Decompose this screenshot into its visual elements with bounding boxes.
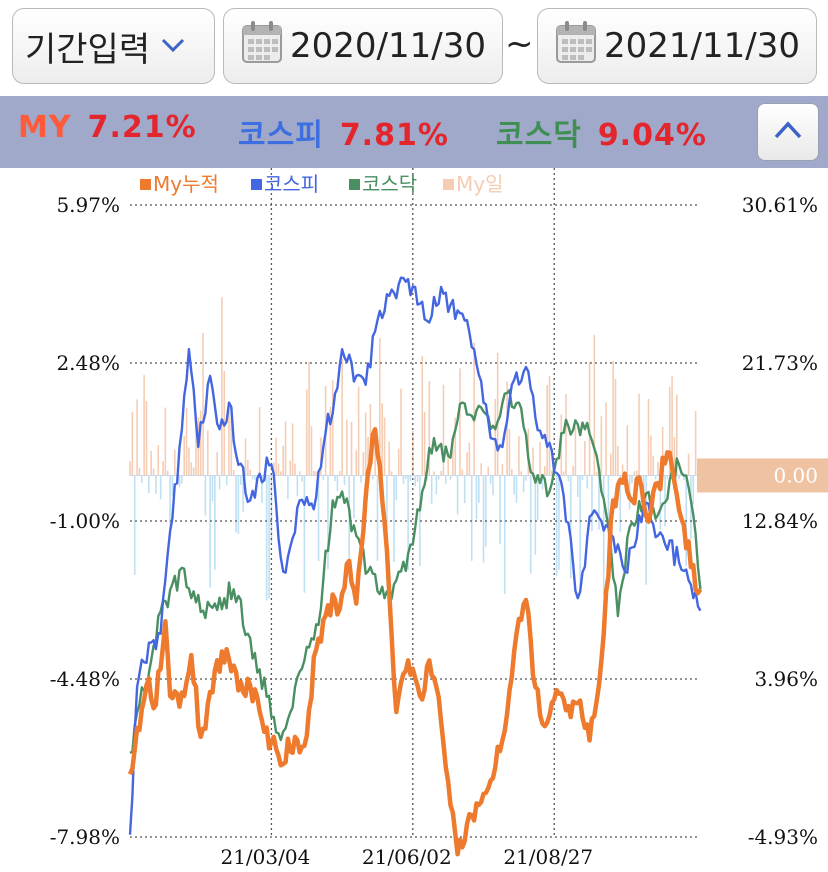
left-axis-tick: -1.00% (50, 509, 120, 533)
legend-swatch-my-daily (443, 179, 454, 190)
start-date-button[interactable]: 2020/11/30 (223, 8, 503, 84)
summary-my-label: MY (18, 110, 72, 145)
right-axis-tick: 12.84% (742, 509, 818, 533)
summary-kospi-value: 7.81% (339, 118, 449, 153)
calendar-icon (554, 19, 598, 74)
summary-kosdaq-value: 9.04% (597, 118, 707, 153)
left-axis-tick: 2.48% (56, 351, 120, 375)
axis-labels: 5.97% 2.48% -1.00% -4.48% -7.98% 30.61% 21.73%… (50, 193, 828, 869)
right-axis-tick: 3.96% (754, 667, 818, 691)
date-range-bar: 기간입력 2020/11/30 ~ (0, 0, 828, 96)
chevron-up-icon (773, 120, 803, 144)
legend-my-daily: My일 (456, 172, 504, 196)
legend: My누적 코스피 코스닥 My일 (140, 172, 504, 196)
calendar-icon (240, 19, 284, 74)
kosdaq-line (129, 388, 702, 754)
collapse-button[interactable] (757, 103, 819, 161)
right-axis-tick: 30.61% (742, 193, 818, 217)
x-axis-tick: 21/08/27 (503, 845, 593, 869)
summary-kospi: 코스피 7.81% (238, 110, 449, 154)
x-axis-tick: 21/06/02 (362, 845, 452, 869)
left-axis-tick: -7.98% (50, 825, 120, 849)
legend-swatch-kospi (251, 179, 262, 190)
legend-kospi: 코스피 (264, 172, 319, 196)
start-date-value: 2020/11/30 (290, 26, 486, 66)
period-dropdown[interactable]: 기간입력 (12, 8, 215, 84)
chart-grid (130, 168, 698, 838)
returns-chart: 5.97% 2.48% -1.00% -4.48% -7.98% 30.61% 21.73%… (50, 168, 828, 869)
zero-badge (697, 458, 828, 493)
end-date-value: 2021/11/30 (604, 26, 800, 66)
series-lines (127, 276, 703, 857)
legend-kosdaq: 코스닥 (362, 172, 417, 196)
summary-kosdaq-label: 코스닥 (496, 118, 582, 153)
legend-swatch-kosdaq (349, 179, 360, 190)
legend-swatch-my-cum (140, 179, 151, 190)
kospi-line (128, 276, 702, 835)
return-summary-bar: MY 7.21% 코스피 7.81% 코스닥 9.04% (0, 96, 828, 168)
end-date-button[interactable]: 2021/11/30 (537, 8, 817, 84)
my-daily-bars (129, 297, 699, 601)
summary-kosdaq: 코스닥 9.04% (496, 110, 707, 154)
right-axis-tick: 21.73% (742, 351, 818, 375)
x-axis-tick: 21/03/04 (220, 845, 310, 869)
date-separator: ~ (505, 24, 534, 64)
legend-my-cum: My누적 (153, 172, 219, 196)
zero-badge-label: 0.00 (773, 463, 818, 487)
summary-my: MY 7.21% (18, 110, 197, 145)
my-cum-line (127, 426, 703, 857)
right-axis-tick: -4.93% (748, 825, 818, 849)
summary-my-value: 7.21% (87, 110, 197, 145)
period-label: 기간입력 (25, 29, 151, 70)
chevron-down-icon (160, 31, 186, 61)
summary-kospi-label: 코스피 (238, 118, 324, 153)
left-axis-tick: -4.48% (50, 667, 120, 691)
left-axis-tick: 5.97% (56, 193, 120, 217)
